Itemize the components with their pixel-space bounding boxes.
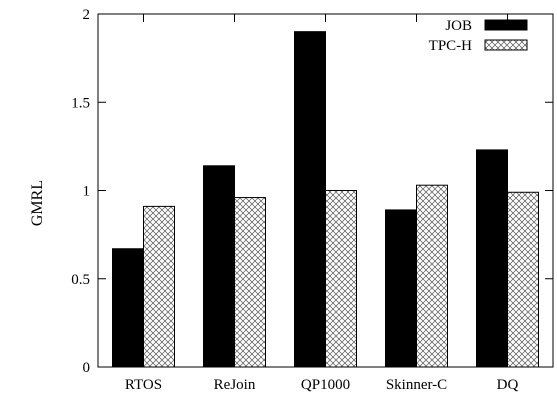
x-tick-label: Skinner-C xyxy=(386,377,447,393)
y-tick-label: 0 xyxy=(83,360,91,376)
legend: JOB TPC-H xyxy=(429,18,528,54)
bars xyxy=(112,31,539,368)
bar-tpc-h-rejoin xyxy=(234,197,266,368)
legend-swatch xyxy=(484,19,528,31)
x-tick-label: QP1000 xyxy=(301,377,350,393)
x-tick-label: ReJoin xyxy=(214,377,256,393)
bar-job-dq xyxy=(476,149,508,368)
bar-job-rtos xyxy=(112,248,144,368)
bar-job-rejoin xyxy=(203,165,235,368)
bar-tpc-h-qp1000 xyxy=(325,190,357,368)
y-axis-label: GMRL xyxy=(29,180,46,226)
x-tick-label: DQ xyxy=(497,377,519,393)
y-tick-label: 0.5 xyxy=(71,272,90,288)
legend-label: TPC-H xyxy=(429,38,473,54)
bar-job-qp1000 xyxy=(294,31,326,368)
y-tick-labels: 0 0.5 1 1.5 2 xyxy=(71,7,90,376)
legend-label: JOB xyxy=(445,18,472,34)
y-tick-label: 2 xyxy=(83,7,91,23)
bar-tpc-h-skinner-c xyxy=(416,184,448,368)
bar-tpc-h-rtos xyxy=(143,205,175,368)
x-tick-label: RTOS xyxy=(125,377,162,393)
x-tick-labels: RTOS ReJoin QP1000 Skinner-C DQ xyxy=(125,377,519,393)
y-tick-label: 1.5 xyxy=(71,95,90,111)
legend-swatch xyxy=(484,39,528,51)
bar-job-skinner-c xyxy=(385,209,417,368)
y-tick-label: 1 xyxy=(83,184,91,200)
bar-tpc-h-dq xyxy=(507,191,539,368)
